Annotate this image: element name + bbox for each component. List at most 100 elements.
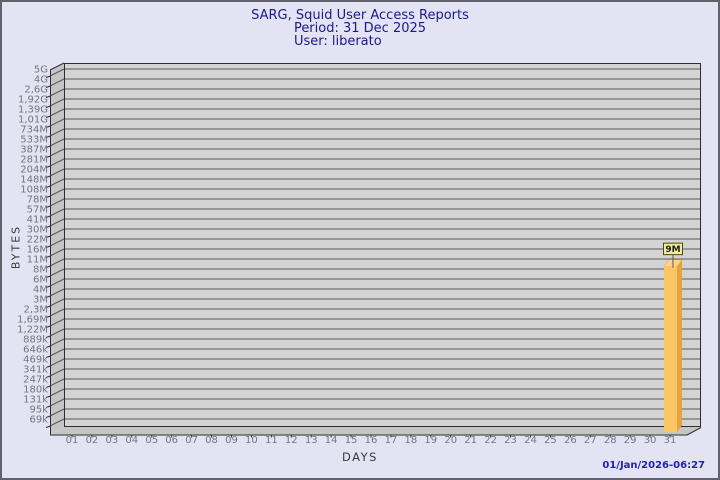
x-tick-label: 29	[624, 435, 637, 446]
x-tick-label: 07	[185, 435, 198, 446]
y-tick	[45, 205, 51, 208]
x-tick-label: 17	[385, 435, 398, 446]
y-tick	[45, 305, 51, 308]
bar-side-face	[677, 259, 682, 432]
x-tick-label: 02	[86, 435, 99, 446]
x-tick-label: 27	[584, 435, 597, 446]
x-tick-label: 12	[285, 435, 298, 446]
y-tick	[45, 225, 51, 228]
wall-gridline	[49, 158, 65, 167]
y-tick-label: 22M	[27, 235, 48, 246]
left-wall-3d	[50, 63, 64, 434]
wall-gridline	[49, 118, 65, 127]
wall-gridline	[49, 238, 65, 247]
y-tick	[45, 145, 51, 148]
bar-value-label: 9M	[665, 245, 680, 255]
y-tick	[45, 275, 51, 278]
wall-gridline	[49, 108, 65, 117]
wall-gridline	[49, 408, 65, 417]
wall-gridline	[49, 168, 65, 177]
y-tick	[45, 365, 51, 368]
y-tick-label: 646k	[23, 345, 48, 356]
wall-gridline	[49, 338, 65, 347]
wall-gridline	[49, 358, 65, 367]
y-tick-label: 180k	[23, 385, 48, 396]
bar-value-badge	[663, 242, 683, 256]
y-tick-label: 889k	[23, 335, 48, 346]
y-tick-label: 4G	[34, 75, 48, 86]
x-tick-label: 13	[305, 435, 318, 446]
y-tick	[45, 415, 51, 418]
x-tick-label: 30	[644, 435, 657, 446]
x-tick-label: 05	[145, 435, 158, 446]
y-tick-label: 69k	[29, 415, 48, 426]
x-tick-label: 19	[424, 435, 437, 446]
y-tick-label: 1,22M	[17, 325, 48, 336]
page-title: SARG, Squid User Access Reports	[251, 8, 469, 23]
y-tick	[45, 315, 51, 318]
y-tick-label: 204M	[20, 165, 48, 176]
wall-gridline	[49, 148, 65, 157]
x-tick-label: 14	[325, 435, 338, 446]
y-tick-label: 4M	[33, 285, 48, 296]
y-tick	[45, 185, 51, 188]
wall-gridline	[49, 128, 65, 137]
y-tick-label: 1,01G	[18, 115, 48, 126]
x-tick-label: 15	[345, 435, 358, 446]
x-tick-label: 21	[464, 435, 477, 446]
wall-gridline	[49, 398, 65, 407]
x-axis-title: DAYS	[342, 450, 378, 464]
y-tick-label: 41M	[27, 215, 48, 226]
y-tick	[45, 165, 51, 168]
y-tick	[45, 385, 51, 388]
report-user: User: liberato	[293, 34, 382, 49]
wall-gridline	[49, 388, 65, 397]
wall-gridline	[49, 278, 65, 287]
wall-gridline	[49, 418, 65, 427]
wall-gridline	[49, 348, 65, 357]
x-tick-label: 20	[444, 435, 457, 446]
y-tick-label: 8M	[33, 265, 48, 276]
x-tick-label: 04	[125, 435, 138, 446]
y-tick-label: 131k	[23, 395, 48, 406]
y-tick	[45, 155, 51, 158]
wall-gridline	[49, 178, 65, 187]
wall-gridline	[49, 228, 65, 237]
y-tick-label: 148M	[20, 175, 48, 186]
y-tick-label: 281M	[20, 155, 48, 166]
y-tick-label: 387M	[20, 145, 48, 156]
wall-gridline	[49, 78, 65, 87]
y-tick	[45, 405, 51, 408]
bar-day-31	[664, 266, 677, 432]
wall-gridline	[49, 308, 65, 317]
x-tick-label: 16	[365, 435, 378, 446]
y-tick	[45, 105, 51, 108]
y-tick	[45, 325, 51, 328]
y-tick-label: 16M	[27, 245, 48, 256]
report-header: SARG, Squid User Access Reports Period: …	[2, 9, 718, 48]
generated-timestamp: 01/Jan/2026-06:27	[602, 460, 705, 471]
wall-gridline	[49, 258, 65, 267]
x-tick-label: 25	[544, 435, 557, 446]
x-tick-label: 09	[225, 435, 238, 446]
report-period: Period: 31 Dec 2025	[293, 21, 427, 36]
y-tick-label: 1,39G	[18, 105, 48, 116]
y-tick	[45, 215, 51, 218]
wall-gridline	[49, 328, 65, 337]
y-tick-label: 5G	[34, 65, 48, 76]
y-tick-label: 57M	[27, 205, 48, 216]
wall-gridline	[49, 188, 65, 197]
floor-3d	[50, 427, 701, 435]
y-tick	[45, 135, 51, 138]
x-tick-label: 03	[105, 435, 118, 446]
y-tick	[45, 265, 51, 268]
y-tick	[45, 295, 51, 298]
wall-gridline	[49, 68, 65, 77]
x-tick-label: 18	[404, 435, 417, 446]
wall-gridline	[49, 268, 65, 277]
wall-gridline	[49, 198, 65, 207]
y-tick	[45, 345, 51, 348]
y-tick-label: 11M	[27, 255, 48, 266]
y-tick	[45, 115, 51, 118]
y-tick	[45, 125, 51, 128]
